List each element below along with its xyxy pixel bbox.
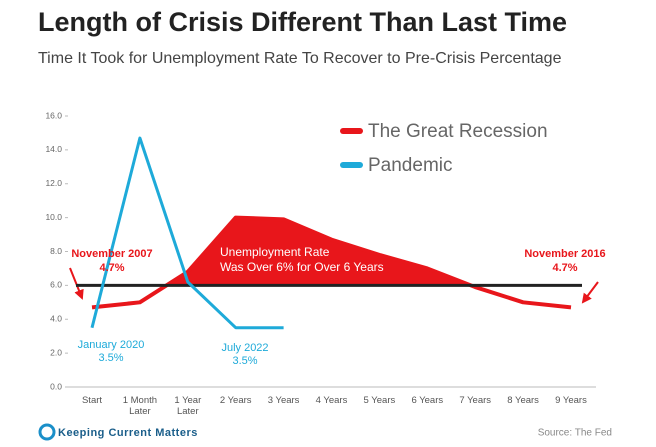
y-tick-label: 12.0 [45,178,62,188]
logo-icon [38,423,56,441]
annotation: Was Over 6% for Over 6 Years [220,260,384,274]
x-tick-label: 1 Year Later [174,395,202,417]
annotation: November 2007 [71,248,152,260]
legend-label: The Great Recession [368,121,548,142]
series-line [91,215,572,310]
chart-title: Length of Crisis Different Than Last Tim… [38,7,567,37]
x-tick-label: 6 Years [411,395,444,406]
x-tick-label: 7 Years [459,395,492,406]
y-tick-label: 16.0 [45,110,62,120]
x-tick-label: 5 Years [363,395,396,406]
legend-label: Pandemic [368,155,453,176]
x-tick-label: 8 Years [507,395,539,406]
annotation: 4.7% [552,262,577,274]
source: Source: The Fed [538,428,612,439]
area-fill [92,217,571,286]
y-tick-label: 6.0 [50,280,62,290]
x-tick-label: Start [81,395,103,406]
annotation: July 2022 [221,342,268,354]
y-tick-label: 10.0 [45,212,62,222]
annotation: November 2016 [524,248,605,260]
series-line [90,136,284,330]
arrow [69,267,84,300]
y-tick-label: 14.0 [45,144,62,154]
annotation: Unemployment Rate [220,245,330,259]
annotation: 3.5% [232,355,257,367]
y-tick-label: 2.0 [50,347,62,357]
logo: Keeping Current Matters [58,427,198,439]
annotation: 4.7% [99,262,124,274]
y-tick-label: 8.0 [50,246,62,256]
x-tick-label: 9 Years [555,395,587,406]
y-tick-label: 0.0 [50,381,62,391]
annotation: January 2020 [78,339,145,351]
x-tick-label: 2 Years [219,395,252,406]
x-tick-label: 1 Month Later [122,395,158,417]
arrow [581,281,599,304]
chart-subtitle: Time It Took for Unemployment Rate To Re… [38,50,562,67]
y-tick-label: 4.0 [50,314,62,324]
annotation: 3.5% [98,352,123,364]
x-tick-label: 3 Years [267,395,300,406]
x-tick-label: 4 Years [315,395,348,406]
